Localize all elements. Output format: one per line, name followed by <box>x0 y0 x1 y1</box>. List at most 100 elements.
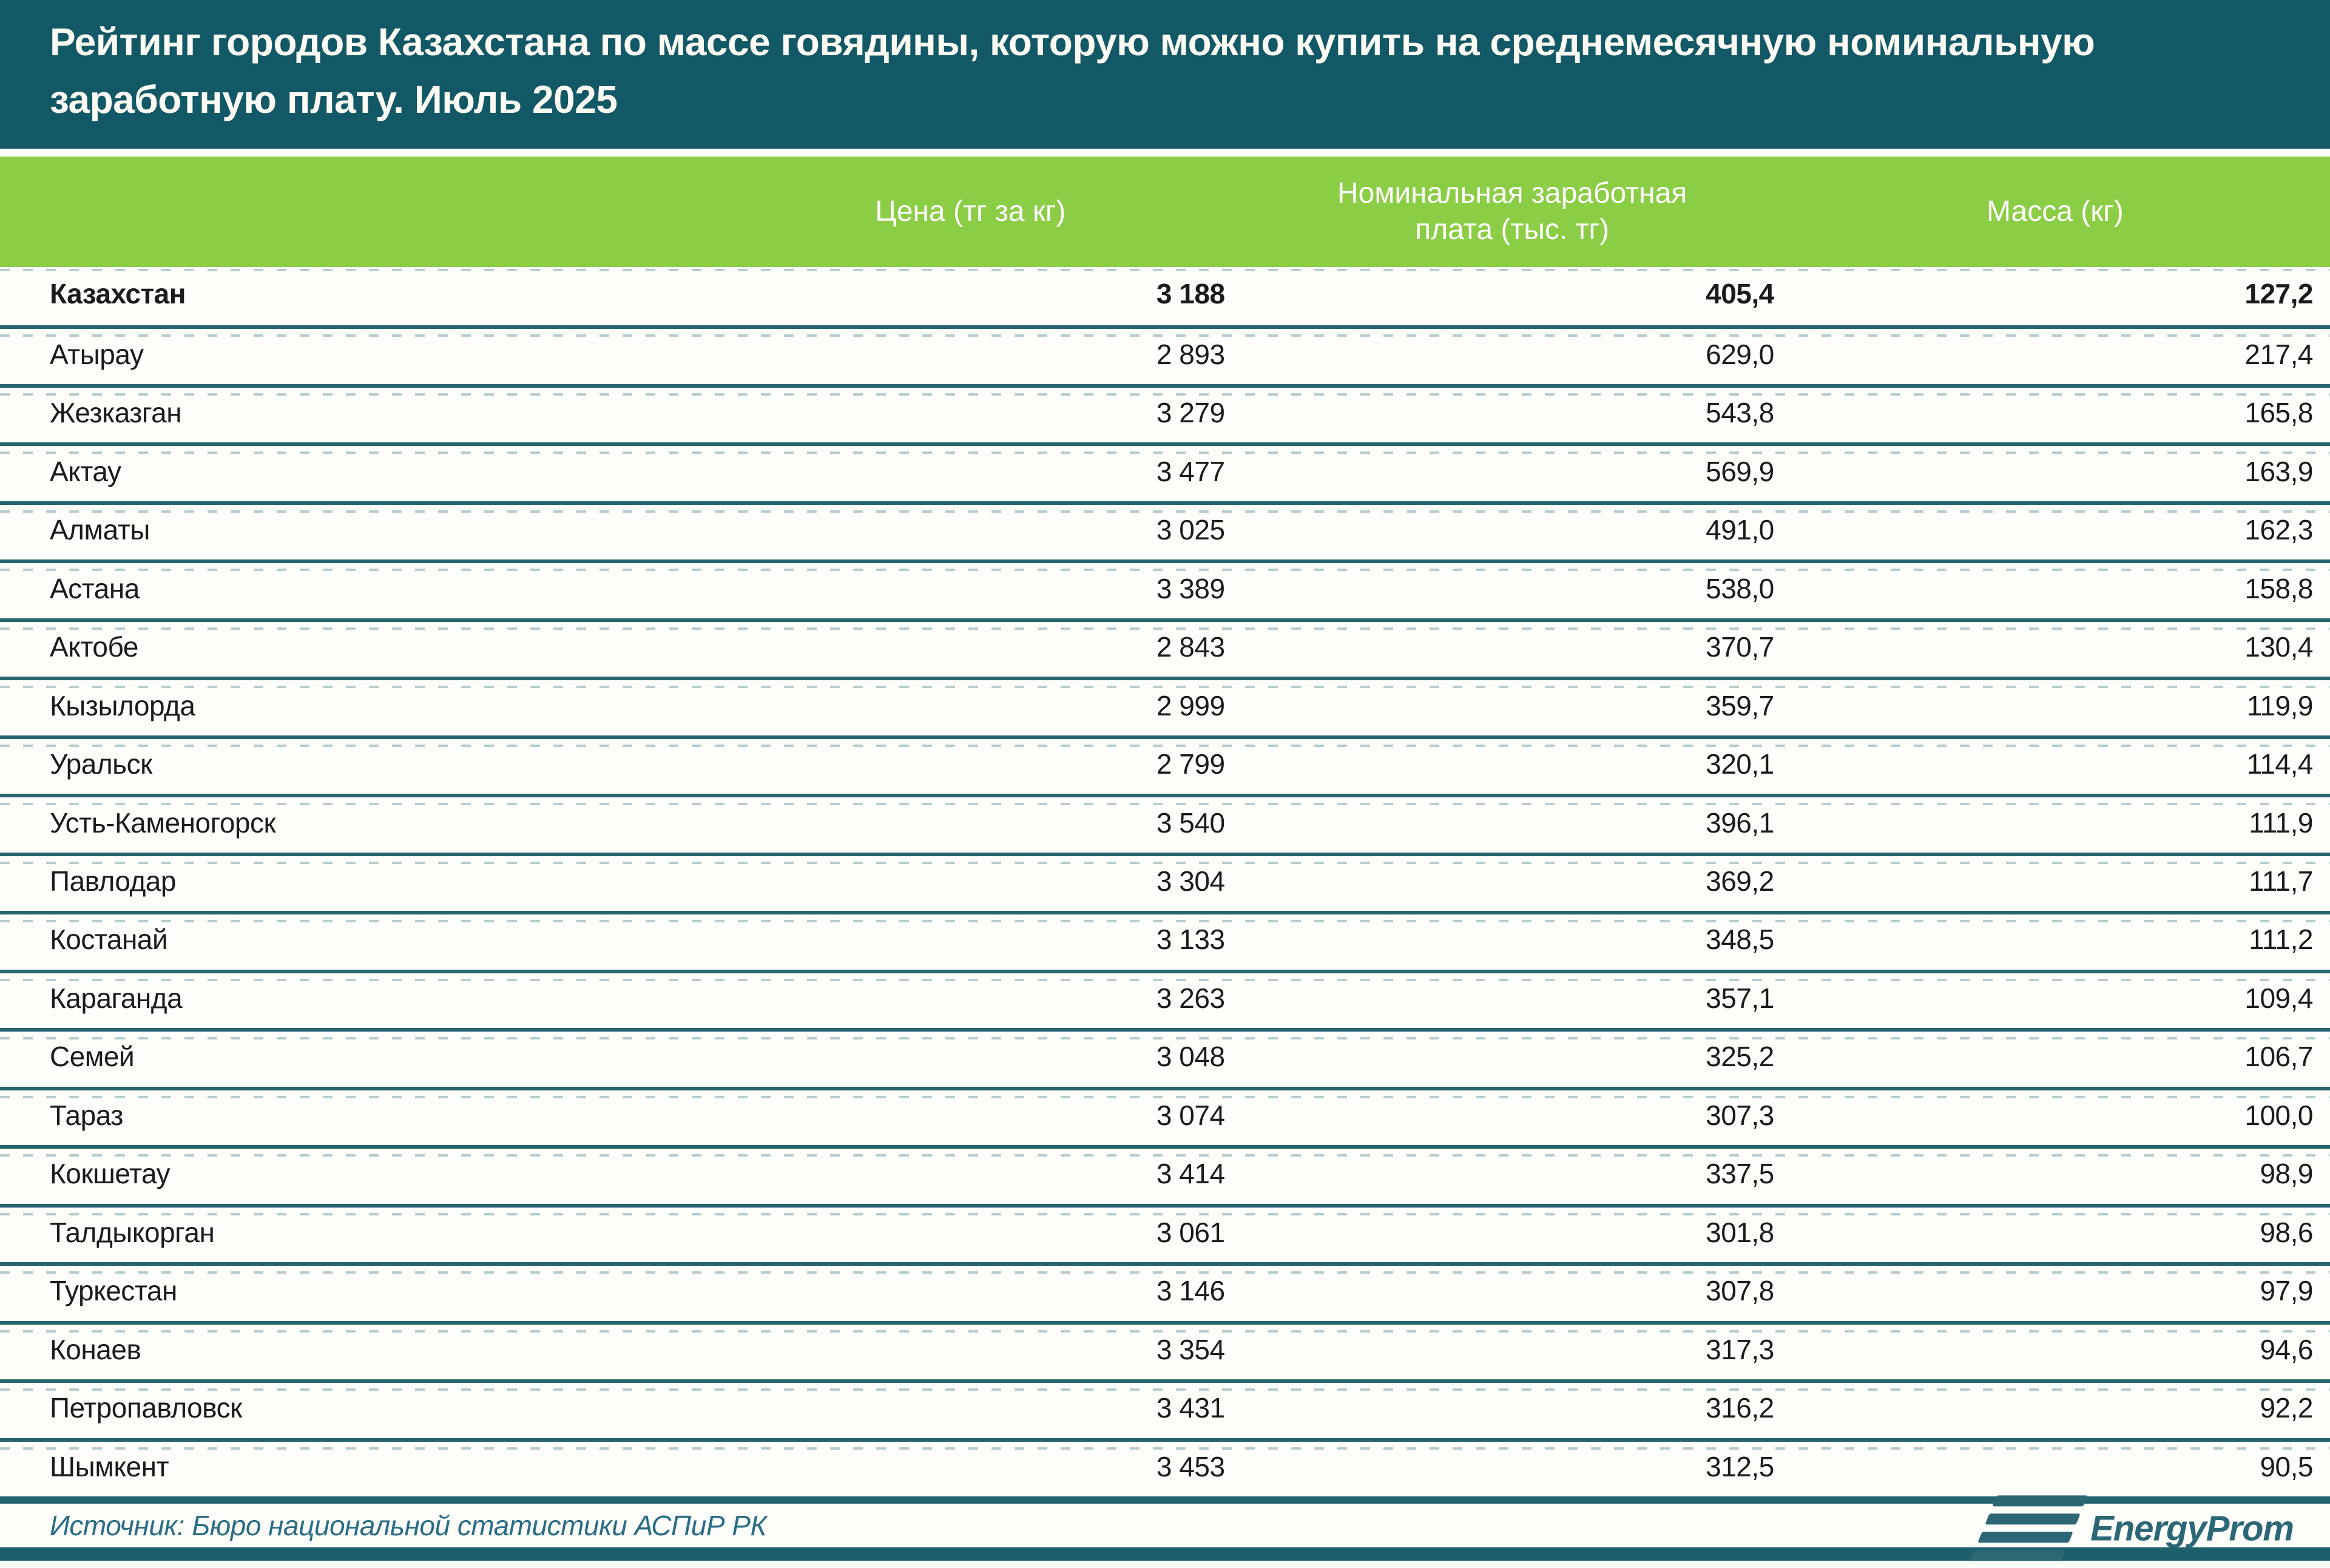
mass-cell: 94,6 <box>2260 1333 2313 1365</box>
mass-cell: 163,9 <box>2244 455 2313 487</box>
price-cell: 3 354 <box>1156 1333 1225 1365</box>
city-name-cell: Казахстан <box>50 278 186 310</box>
table-row: Алматы 3 025 491,0 162,3 <box>0 501 2330 559</box>
city-name-cell: Конаев <box>50 1333 141 1365</box>
mass-cell: 97,9 <box>2260 1275 2313 1307</box>
price-cell: 3 453 <box>1156 1450 1225 1482</box>
mass-cell: 119,9 <box>2246 689 2314 721</box>
mass-cell: 111,2 <box>2249 924 2313 956</box>
column-header-wage-line2: плата (тыс. тг) <box>1415 214 1609 246</box>
table-row: Актобе 2 843 370,7 130,4 <box>0 618 2330 677</box>
city-name-cell: Жезказган <box>50 397 182 429</box>
price-cell: 3 188 <box>1156 278 1225 310</box>
column-header-mass-label: Масса (кг) <box>1987 195 2124 228</box>
logo-word-energy: Energy <box>2090 1508 2207 1548</box>
page-title-line1: Рейтинг городов Казахстана по массе говя… <box>50 20 2095 64</box>
energyprom-logo: EnergyProm <box>1970 1495 2294 1561</box>
city-name-cell: Кокшетау <box>50 1158 171 1190</box>
price-cell: 2 799 <box>1156 748 1225 780</box>
price-cell: 3 540 <box>1156 806 1225 839</box>
table-row: Усть-Каменогорск 3 540 396,1 111,9 <box>0 794 2330 852</box>
price-cell: 3 304 <box>1156 865 1225 897</box>
city-name-cell: Павлодар <box>50 865 176 897</box>
table-row: Жезказган 3 279 543,8 165,8 <box>0 384 2330 442</box>
wage-cell: 569,9 <box>1706 455 1774 487</box>
mass-cell: 106,7 <box>2244 1041 2313 1073</box>
table-row: Караганда 3 263 357,1 109,4 <box>0 969 2330 1028</box>
column-header-price: Цена (тг за кг) <box>697 157 1244 267</box>
mass-cell: 158,8 <box>2244 572 2313 604</box>
price-cell: 3 048 <box>1156 1041 1225 1073</box>
table-row: Костанай 3 133 348,5 111,2 <box>0 911 2330 969</box>
wage-cell: 325,2 <box>1706 1041 1774 1073</box>
wage-cell: 307,8 <box>1706 1275 1774 1307</box>
column-header-mass: Масса (кг) <box>1780 157 2330 267</box>
table-row: Семей 3 048 325,2 106,7 <box>0 1028 2330 1086</box>
wage-cell: 312,5 <box>1706 1450 1774 1482</box>
mass-cell: 98,6 <box>2260 1216 2313 1248</box>
wage-cell: 629,0 <box>1706 338 1774 370</box>
price-cell: 3 279 <box>1156 397 1225 429</box>
price-cell: 3 025 <box>1156 514 1225 546</box>
price-cell: 2 999 <box>1156 689 1225 721</box>
table-row: Тараз 3 074 307,3 100,0 <box>0 1086 2330 1145</box>
mass-cell: 114,4 <box>2246 748 2314 780</box>
city-name-cell: Шымкент <box>50 1450 169 1482</box>
city-name-cell: Атырау <box>50 338 144 370</box>
wage-cell: 320,1 <box>1706 748 1774 780</box>
city-name-cell: Семей <box>50 1041 135 1073</box>
wage-cell: 543,8 <box>1706 397 1774 429</box>
wage-cell: 369,2 <box>1706 865 1774 897</box>
table-body: Казахстан 3 188 405,4 127,2 Атырау 2 893… <box>0 267 2330 1496</box>
mass-cell: 111,9 <box>2249 806 2313 839</box>
page-title-line2: заработную плату. Июль 2025 <box>50 78 618 121</box>
price-cell: 3 431 <box>1156 1392 1225 1424</box>
wage-cell: 316,2 <box>1706 1392 1774 1424</box>
mass-cell: 90,5 <box>2260 1450 2313 1482</box>
table-row: Кокшетау 3 414 337,5 98,9 <box>0 1145 2330 1203</box>
page-title: Рейтинг городов Казахстана по массе говя… <box>0 0 2330 149</box>
city-name-cell: Усть-Каменогорск <box>50 806 276 839</box>
mass-cell: 162,3 <box>2244 514 2313 546</box>
price-cell: 3 133 <box>1156 924 1225 956</box>
table-row: Казахстан 3 188 405,4 127,2 <box>0 267 2330 325</box>
wage-cell: 301,8 <box>1706 1216 1774 1248</box>
table-row: Кызылорда 2 999 359,7 119,9 <box>0 677 2330 735</box>
mass-cell: 100,0 <box>2244 1099 2313 1131</box>
wage-cell: 317,3 <box>1706 1333 1774 1365</box>
table-row: Атырау 2 893 629,0 217,4 <box>0 325 2330 384</box>
price-cell: 3 477 <box>1156 455 1225 487</box>
price-cell: 3 389 <box>1156 572 1225 604</box>
wage-cell: 370,7 <box>1706 631 1774 663</box>
footer: Источник: Бюро национальной статистики А… <box>0 1495 2330 1561</box>
city-name-cell: Актау <box>50 455 121 487</box>
city-name-cell: Туркестан <box>50 1275 177 1307</box>
price-cell: 2 843 <box>1156 631 1225 663</box>
table-row: Астана 3 389 538,0 158,8 <box>0 559 2330 618</box>
mass-cell: 109,4 <box>2244 982 2313 1014</box>
mass-cell: 127,2 <box>2244 278 2313 310</box>
city-name-cell: Уральск <box>50 748 152 780</box>
mass-cell: 98,9 <box>2260 1158 2313 1190</box>
price-cell: 3 061 <box>1156 1216 1225 1248</box>
table-row: Павлодар 3 304 369,2 111,7 <box>0 852 2330 911</box>
column-header-price-label: Цена (тг за кг) <box>875 195 1066 228</box>
wage-cell: 348,5 <box>1706 924 1774 956</box>
price-cell: 2 893 <box>1156 338 1225 370</box>
table-row: Талдыкорган 3 061 301,8 98,6 <box>0 1203 2330 1262</box>
wage-cell: 491,0 <box>1706 514 1774 546</box>
source-note: Источник: Бюро национальной статистики А… <box>50 1510 767 1541</box>
price-cell: 3 263 <box>1156 982 1225 1014</box>
city-name-cell: Караганда <box>50 982 183 1014</box>
table-row: Уральск 2 799 320,1 114,4 <box>0 735 2330 794</box>
table-row: Шымкент 3 453 312,5 90,5 <box>0 1438 2330 1496</box>
energyprom-logo-icon <box>1970 1495 2088 1561</box>
mass-cell: 92,2 <box>2260 1392 2313 1424</box>
city-name-cell: Тараз <box>50 1099 123 1131</box>
mass-cell: 130,4 <box>2244 631 2313 663</box>
wage-cell: 357,1 <box>1706 982 1774 1014</box>
bottom-accent-bar <box>0 1547 2330 1561</box>
mass-cell: 217,4 <box>2244 338 2313 370</box>
table-row: Конаев 3 354 317,3 94,6 <box>0 1320 2330 1379</box>
